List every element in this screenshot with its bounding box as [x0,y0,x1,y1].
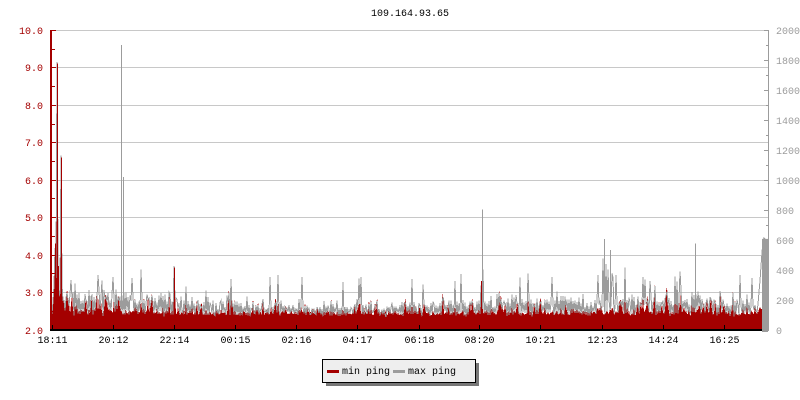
svg-text:02:16: 02:16 [281,336,311,347]
svg-text:2000: 2000 [776,27,800,38]
svg-text:8.0: 8.0 [25,102,43,113]
svg-text:10:21: 10:21 [525,336,555,347]
svg-text:20:12: 20:12 [98,336,128,347]
svg-text:1400: 1400 [776,117,800,128]
svg-text:00:15: 00:15 [220,336,250,347]
svg-text:3.0: 3.0 [25,289,43,300]
svg-text:9.0: 9.0 [25,64,43,75]
svg-text:109.164.93.65: 109.164.93.65 [371,9,449,20]
svg-text:max ping: max ping [408,366,456,378]
svg-text:1200: 1200 [776,147,800,158]
svg-text:min ping: min ping [342,366,390,378]
svg-text:400: 400 [776,267,794,278]
svg-text:5.0: 5.0 [25,214,43,225]
svg-text:200: 200 [776,297,794,308]
svg-text:1800: 1800 [776,57,800,68]
svg-text:04:17: 04:17 [342,336,372,347]
svg-text:0: 0 [776,327,782,338]
svg-text:1000: 1000 [776,177,800,188]
svg-text:08:20: 08:20 [464,336,494,347]
svg-text:22:14: 22:14 [159,336,189,347]
svg-text:4.0: 4.0 [25,252,43,263]
svg-text:800: 800 [776,207,794,218]
svg-text:18:11: 18:11 [37,336,67,347]
svg-text:600: 600 [776,237,794,248]
svg-text:14:24: 14:24 [648,336,678,347]
svg-text:2.0: 2.0 [25,327,43,338]
svg-text:10.0: 10.0 [19,27,43,38]
svg-text:6.0: 6.0 [25,177,43,188]
svg-text:1600: 1600 [776,87,800,98]
svg-text:06:18: 06:18 [404,336,434,347]
svg-text:7.0: 7.0 [25,139,43,150]
svg-text:16:25: 16:25 [709,336,739,347]
svg-text:12:23: 12:23 [587,336,617,347]
